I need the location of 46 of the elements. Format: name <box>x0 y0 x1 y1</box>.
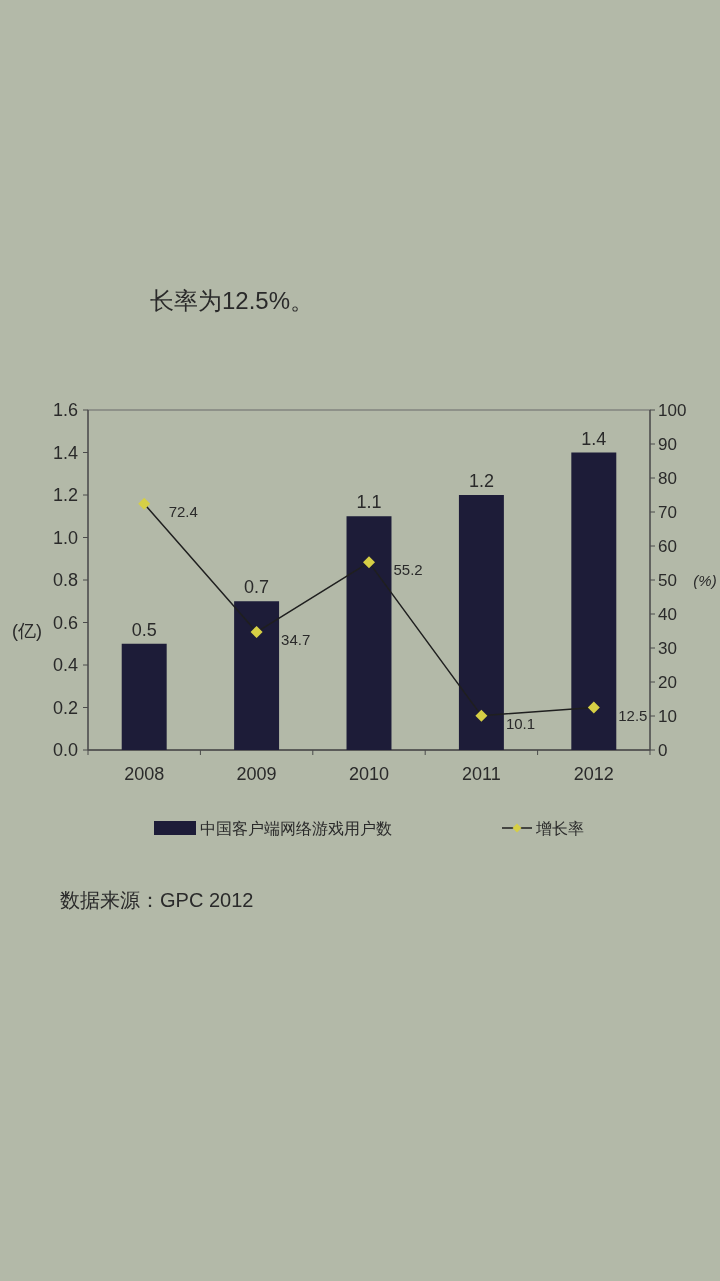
y2-axis-title: (%) <box>693 571 717 589</box>
y2-tick-label: 70 <box>658 502 677 522</box>
y-tick-label: 0.8 <box>52 570 78 590</box>
y2-tick-label: 100 <box>658 400 687 420</box>
y2-tick-label: 90 <box>658 434 677 454</box>
y-tick-label: 1.0 <box>52 527 78 548</box>
x-tick-label: 2009 <box>236 764 277 784</box>
y-tick-label: 1.6 <box>52 400 78 420</box>
y2-tick-label: 40 <box>658 604 677 624</box>
x-tick-label: 2011 <box>462 764 501 784</box>
data-label: 55.2 <box>393 560 423 578</box>
y2-tick-label: 20 <box>658 672 677 692</box>
data-label: 10.1 <box>505 714 536 732</box>
bar <box>458 495 504 750</box>
source-note: 数据来源：GPC 2012 <box>60 889 254 911</box>
data-label: 34.7 <box>281 630 311 648</box>
data-label: 12.5 <box>618 706 648 723</box>
x-tick-label: 2012 <box>573 764 614 784</box>
bar <box>234 601 280 750</box>
y-tick-label: 0.6 <box>52 612 78 633</box>
data-label: 1.4 <box>581 428 607 449</box>
y2-tick-label: 0 <box>658 740 668 760</box>
y-axis-title: (亿) <box>12 621 42 641</box>
x-tick-label: 2008 <box>124 764 165 784</box>
y2-tick-label: 80 <box>658 468 677 488</box>
x-tick-label: 2010 <box>348 764 390 784</box>
y-tick-label: 0.4 <box>52 655 78 675</box>
y-tick-label: 1.2 <box>52 485 78 505</box>
data-label: 72.4 <box>168 502 198 520</box>
data-label: 1.2 <box>468 471 494 491</box>
y2-tick-label: 50 <box>658 570 677 590</box>
y2-tick-label: 10 <box>658 706 677 726</box>
y-tick-label: 0.0 <box>52 740 78 760</box>
y-tick-label: 0.2 <box>52 697 78 718</box>
legend-label: 增长率 <box>535 819 584 837</box>
text: 长率为12.5%。 <box>150 286 315 314</box>
data-label: 0.7 <box>244 577 270 598</box>
data-label: 0.5 <box>131 619 157 640</box>
bar <box>571 452 617 750</box>
bar <box>121 643 167 750</box>
y2-tick-label: 60 <box>658 536 677 556</box>
data-label: 1.1 <box>356 492 382 513</box>
y-tick-label: 1.4 <box>52 442 78 463</box>
y2-tick-label: 30 <box>658 638 677 658</box>
legend-label: 中国客户端网络游戏用户数 <box>200 819 392 837</box>
bar <box>346 516 392 750</box>
